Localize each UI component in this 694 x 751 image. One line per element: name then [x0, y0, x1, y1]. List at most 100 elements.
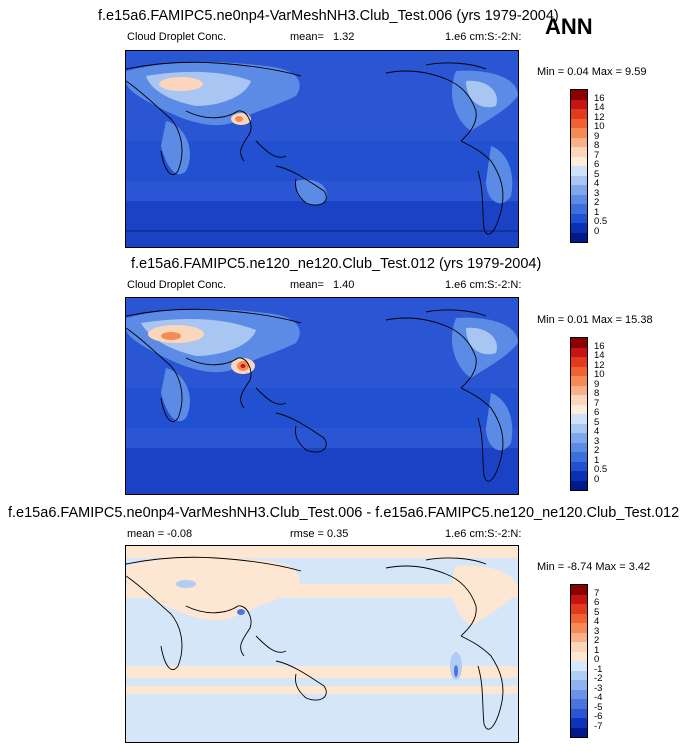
colorbar-label: 4 [594, 426, 600, 437]
panel1-title: f.e15a6.FAMIPC5.ne0np4-VarMeshNH3.Club_T… [98, 8, 559, 24]
colorbar-segment [571, 670, 587, 680]
colorbar-segment [571, 480, 587, 490]
colorbar-label: 5 [594, 606, 600, 618]
colorbar-label: 9 [594, 130, 600, 142]
colorbar-label: 2 [594, 445, 600, 456]
colorbar-label: 2 [594, 635, 600, 646]
colorbar-label: 6 [594, 159, 600, 170]
panel2-mean-value: 1.40 [333, 279, 355, 291]
colorbar-label: 16 [594, 340, 605, 352]
colorbar-segment [571, 128, 587, 138]
panel1-mean-label: mean= [290, 31, 324, 43]
colorbar-label: 2 [594, 197, 600, 208]
colorbar-segment [571, 166, 587, 176]
colorbar-segment [571, 604, 587, 614]
panel1-min-max: Min = 0.04 Max = 9.59 [537, 66, 647, 78]
colorbar-label: -7 [594, 720, 603, 732]
colorbar-segment [571, 632, 587, 642]
colorbar-segment [571, 708, 587, 718]
colorbar-label: 16 [594, 92, 605, 104]
colorbar-segment [571, 232, 587, 242]
colorbar-segment [571, 461, 587, 471]
colorbar-label: 5 [594, 168, 600, 180]
panel2-units: 1.e6 cm:S:-2:N: [445, 279, 522, 291]
colorbar-segment [571, 137, 587, 147]
colorbar-segment [571, 414, 587, 424]
colorbar-segment [571, 718, 587, 728]
colorbar-label: 1 [594, 644, 600, 656]
colorbar-segment [571, 585, 587, 595]
colorbar-segment [571, 689, 587, 699]
colorbar-segment [571, 594, 587, 604]
colorbar-segment [571, 471, 587, 481]
colorbar-label: 7 [594, 587, 600, 599]
colorbar-label: 1 [594, 206, 600, 218]
panel3-mean: mean = -0.08 [127, 528, 193, 540]
panel1-mean-value: 1.32 [333, 31, 355, 43]
colorbar-segment [571, 109, 587, 119]
colorbar-label: 8 [594, 388, 600, 399]
panel1-map [125, 50, 519, 248]
colorbar-segment [571, 156, 587, 166]
colorbar-segment [571, 357, 587, 367]
colorbar-label: 7 [594, 397, 600, 409]
colorbar-label: 1 [594, 454, 600, 466]
colorbar-segment [571, 385, 587, 395]
colorbar-segment [571, 118, 587, 128]
colorbar-label: 3 [594, 435, 600, 447]
colorbar-label: 12 [594, 359, 605, 371]
panel1-units: 1.e6 cm:S:-2:N: [445, 31, 522, 43]
panel2-title: f.e15a6.FAMIPC5.ne120_ne120.Club_Test.01… [131, 256, 542, 272]
colorbar-label: 0.5 [594, 216, 608, 227]
colorbar-label: 7 [594, 149, 600, 161]
panel2-min-max: Min = 0.01 Max = 15.38 [537, 314, 653, 326]
colorbar-segment [571, 661, 587, 671]
colorbar-label: 0.5 [594, 464, 608, 475]
colorbar-segment [571, 433, 587, 443]
colorbar-segment [571, 185, 587, 195]
colorbar-segment [571, 423, 587, 433]
panel3-rmse: rmse = 0.35 [290, 528, 349, 540]
season-label: ANN [545, 14, 593, 39]
colorbar-segment [571, 175, 587, 185]
colorbar-label: -2 [594, 673, 603, 684]
panel2-variable-label: Cloud Droplet Conc. [127, 279, 227, 291]
colorbar-segment [571, 651, 587, 661]
colorbar-segment [571, 613, 587, 623]
colorbar-label: 4 [594, 178, 600, 189]
colorbar-label: 6 [594, 597, 600, 608]
colorbar-label: 4 [594, 616, 600, 627]
colorbar-segment [571, 347, 587, 357]
colorbar-label: 9 [594, 378, 600, 390]
colorbar-segment [571, 642, 587, 652]
panel3-min-max: Min = -8.74 Max = 3.42 [537, 561, 651, 573]
colorbar-segment [571, 376, 587, 386]
colorbar-label: -3 [594, 682, 603, 694]
colorbar-segment [571, 404, 587, 414]
colorbar-label: 10 [594, 121, 605, 132]
colorbar-segment [571, 99, 587, 109]
colorbar-segment [571, 699, 587, 709]
colorbar-segment [571, 194, 587, 204]
colorbar-label: -1 [594, 663, 603, 675]
colorbar-label: 0 [594, 654, 600, 665]
colorbar-label: 0 [594, 225, 600, 237]
colorbar-label: -4 [594, 692, 603, 703]
colorbar-segment [571, 727, 587, 737]
colorbar-label: 14 [594, 350, 605, 361]
colorbar-label: 3 [594, 625, 600, 637]
colorbar-segment [571, 147, 587, 157]
colorbar-segment [571, 223, 587, 233]
colorbar-segment [571, 452, 587, 462]
panel2-colorbar [570, 337, 588, 491]
colorbar-label: -6 [594, 711, 603, 722]
colorbar-segment [571, 623, 587, 633]
colorbar-label: 0 [594, 473, 600, 485]
colorbar-label: 3 [594, 187, 600, 199]
colorbar-label: 14 [594, 102, 605, 113]
colorbar-segment [571, 442, 587, 452]
colorbar-label: 8 [594, 140, 600, 151]
colorbar-label: -5 [594, 701, 603, 713]
colorbar-segment [571, 680, 587, 690]
colorbar-label: 12 [594, 111, 605, 123]
